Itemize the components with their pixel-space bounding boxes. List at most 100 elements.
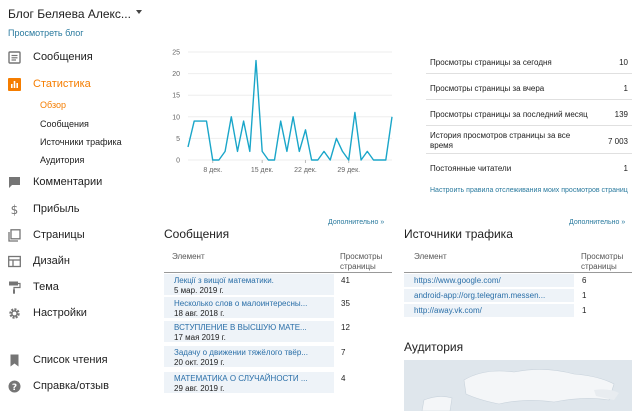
stat-label: Постоянные читатели — [430, 164, 512, 173]
sidebar-subitem-overview[interactable]: Обзор — [40, 100, 66, 110]
traffic-more-link[interactable]: Дополнительно » — [569, 219, 626, 226]
traffic-col-views: Просмотры страницы — [581, 252, 624, 271]
view-blog-link[interactable]: Просмотреть блог — [8, 28, 84, 38]
gear-icon — [9, 307, 20, 319]
sidebar-item-settings[interactable]: Настройки — [0, 303, 150, 323]
sidebar-item-pages[interactable]: Страницы — [0, 225, 150, 245]
stat-value: 10 — [619, 58, 628, 67]
post-title-link[interactable]: Несколько слов о малоинтересны... — [174, 299, 308, 308]
post-date: 20 окт. 2019 г. — [174, 358, 225, 367]
sidebar-item-label: Дизайн — [33, 255, 70, 267]
sidebar-item-reading-list[interactable]: Список чтения — [0, 350, 150, 370]
posts-col-views: Просмотры страницы — [340, 252, 383, 271]
y-tick-label: 25 — [172, 50, 180, 57]
sidebar-subitem-traffic-sources[interactable]: Источники трафика — [40, 137, 122, 147]
sidebar-item-posts[interactable]: Сообщения — [0, 47, 150, 67]
sidebar-item-help[interactable]: ? Справка/отзыв — [0, 376, 150, 396]
traffic-col-element: Элемент — [414, 252, 447, 261]
stat-row-followers: Постоянные читатели 1 — [426, 154, 632, 180]
world-map-graphic — [421, 369, 619, 411]
sidebar-item-layout[interactable]: Дизайн — [0, 251, 150, 271]
blog-switcher-caret-icon[interactable] — [136, 10, 142, 14]
sidebar-item-label: Справка/отзыв — [33, 380, 109, 392]
traffic-source-link[interactable]: android-app://org.telegram.messen... — [414, 291, 546, 300]
dollar-icon: $ — [11, 203, 19, 216]
y-tick-label: 20 — [172, 71, 180, 78]
audience-world-map[interactable] — [404, 360, 632, 411]
traffic-source-link[interactable]: http://away.vk.com/ — [414, 306, 482, 315]
stat-row-today: Просмотры страницы за сегодня 10 — [426, 48, 632, 74]
pageviews-line-chart: 0 5 10 15 20 25 8 дек. 15 дек. 22 дек. 29 дек. — [172, 50, 393, 174]
pageviews-series-line — [187, 59, 393, 161]
x-tick-label: 8 дек. — [203, 167, 222, 174]
svg-text:?: ? — [12, 383, 17, 393]
traffic-row-bg — [404, 289, 574, 302]
help-icon: ? — [8, 380, 21, 393]
post-title-link[interactable]: МАТЕМАТИКА О СЛУЧАЙНОСТИ ... — [174, 374, 308, 383]
traffic-section-title: Источники трафика — [404, 227, 513, 241]
stat-value: 139 — [614, 110, 628, 119]
post-title-link[interactable]: Задачу о движении тяжёлого твёр... — [174, 348, 308, 357]
posts-row-bg — [164, 297, 334, 318]
stat-label: Просмотры страницы за последний месяц — [430, 110, 588, 119]
audience-section-title: Аудитория — [404, 340, 464, 354]
posts-row-bg — [164, 346, 334, 367]
sidebar-subitem-audience[interactable]: Аудитория — [40, 155, 85, 165]
stat-label: Просмотры страницы за сегодня — [430, 58, 552, 67]
sidebar-item-earnings[interactable]: $ Прибыль — [0, 199, 150, 219]
traffic-row-bg — [404, 274, 574, 287]
sidebar-item-stats[interactable]: Статистика — [0, 74, 150, 94]
y-tick-label: 5 — [176, 136, 180, 143]
stat-value: 1 — [623, 164, 628, 173]
traffic-header-divider — [404, 272, 632, 273]
post-views: 35 — [341, 299, 350, 308]
post-date: 5 мар. 2019 г. — [174, 286, 224, 295]
sidebar-item-label: Прибыль — [33, 203, 80, 215]
y-tick-label: 15 — [172, 93, 180, 100]
sidebar-item-label: Комментарии — [33, 176, 103, 188]
sidebar-item-label: Сообщения — [33, 51, 93, 63]
sidebar-item-label: Статистика — [33, 78, 91, 90]
post-views: 12 — [341, 323, 350, 332]
traffic-views: 1 — [582, 291, 587, 300]
post-title-link[interactable]: ВСТУПЛЕНИЕ В ВЫСШУЮ МАТЕ... — [174, 323, 307, 332]
pages-icon — [8, 228, 21, 242]
x-tick-label: 29 дек. — [337, 167, 360, 174]
tracking-rules-link[interactable]: Настроить правила отслеживания моих прос… — [430, 187, 628, 194]
layout-icon — [8, 255, 21, 267]
paint-roller-icon — [9, 281, 21, 294]
stats-icon — [8, 77, 21, 91]
x-tick-label: 22 дек. — [294, 167, 317, 174]
sidebar: Блог Беляева Алекс... Просмотреть блог С… — [0, 0, 150, 411]
sidebar-item-comments[interactable]: Комментарии — [0, 172, 150, 192]
posts-row-bg — [164, 321, 334, 342]
x-tick-label: 15 дек. — [251, 167, 274, 174]
stat-row-all-time: История просмотров страницы за все время… — [426, 126, 632, 154]
posts-row-bg — [164, 372, 334, 393]
blog-title[interactable]: Блог Беляева Алекс... — [8, 7, 131, 21]
post-views: 41 — [341, 276, 350, 285]
posts-col-element: Элемент — [172, 252, 205, 261]
stat-value: 1 — [623, 84, 628, 93]
sidebar-item-label: Страницы — [33, 229, 85, 241]
stat-label: Просмотры страницы за вчера — [430, 84, 545, 93]
posts-section-title: Сообщения — [164, 227, 230, 241]
post-views: 7 — [341, 348, 346, 357]
post-date: 29 авг. 2019 г. — [174, 384, 225, 393]
posts-more-link[interactable]: Дополнительно » — [328, 219, 385, 226]
comments-icon — [9, 176, 20, 188]
sidebar-item-theme[interactable]: Тема — [0, 277, 150, 297]
post-date: 17 мая 2019 г. — [174, 333, 226, 342]
traffic-source-link[interactable]: https://www.google.com/ — [414, 276, 501, 285]
posts-header-divider — [164, 272, 392, 273]
stat-label: История просмотров страницы за все время — [430, 131, 571, 150]
traffic-views: 1 — [582, 306, 587, 315]
post-title-link[interactable]: Лекції з вищої математики. — [174, 276, 274, 285]
y-tick-label: 10 — [172, 114, 180, 121]
sidebar-subitem-posts[interactable]: Сообщения — [40, 119, 89, 129]
bookmark-icon — [10, 354, 19, 366]
svg-text:$: $ — [11, 203, 19, 216]
post-date: 18 авг. 2018 г. — [174, 309, 225, 318]
stat-value: 7 003 — [607, 137, 628, 146]
stat-row-last-month: Просмотры страницы за последний месяц 13… — [426, 100, 632, 126]
